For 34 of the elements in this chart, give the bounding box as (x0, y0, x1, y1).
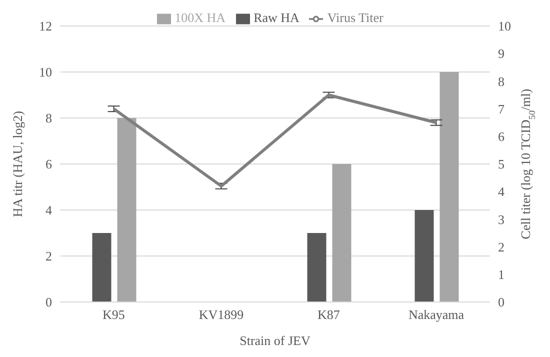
y-tick-label: 12 (39, 18, 52, 34)
y2-tick-label: 1 (498, 267, 504, 282)
y2-tick-label: 4 (498, 184, 505, 200)
y-tick-label: 10 (39, 64, 52, 80)
y-tick-label: 4 (46, 202, 52, 218)
y-tick-label: 2 (46, 248, 52, 264)
x-tick-label: K87 (318, 307, 340, 322)
y-axis-title: HA titr (HAU, log2) (10, 110, 25, 218)
x-tick-label: K95 (102, 307, 125, 322)
bar (117, 118, 136, 302)
bar (307, 233, 326, 302)
y2-tick-label: 10 (498, 18, 511, 34)
y-tick-label: 0 (46, 294, 52, 310)
y2-tick-label: 5 (498, 156, 504, 172)
y2-tick-label: 9 (498, 46, 504, 62)
bar (92, 233, 112, 302)
x-tick-label: KV1899 (198, 307, 244, 322)
x-tick-label: Nakayama (408, 307, 464, 322)
y2-tick-label: 0 (498, 294, 504, 310)
y2-tick-label: 3 (498, 212, 504, 227)
y2-tick-label: 6 (498, 129, 505, 144)
y2-tick-label: 7 (498, 101, 505, 116)
bar (414, 210, 434, 302)
y-tick-label: 6 (46, 156, 52, 172)
bar (440, 72, 459, 302)
y2-tick-label: 2 (498, 239, 504, 254)
y2-tick-label: 8 (498, 74, 504, 89)
legend-label: 100X HA (174, 10, 226, 25)
legend-label: Virus Titer (327, 10, 384, 25)
y-tick-label: 8 (46, 110, 52, 126)
legend-label: Raw HA (254, 10, 300, 25)
line-series (112, 94, 438, 188)
bar (332, 164, 352, 302)
x-axis-title: Strain of JEV (240, 333, 311, 348)
